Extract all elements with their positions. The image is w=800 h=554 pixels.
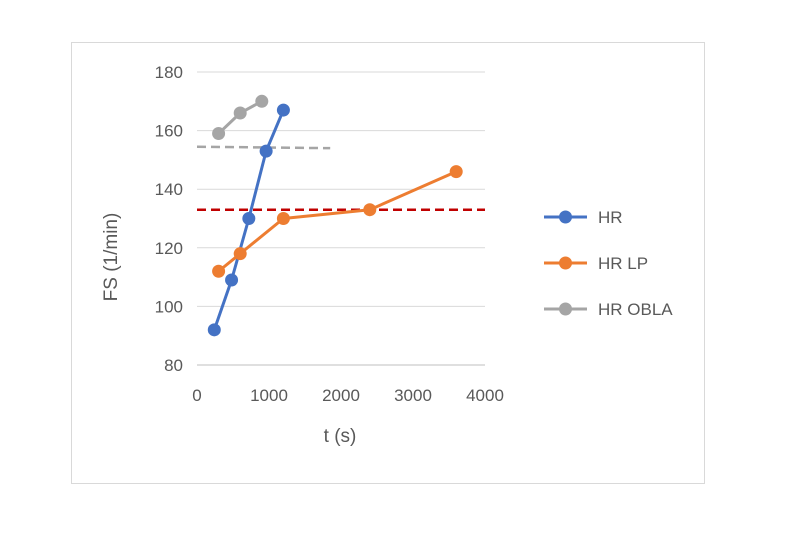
y-axis-ticks: 80 100 120 140 160 180 <box>155 63 183 375</box>
data-point <box>233 106 247 120</box>
x-tick-label: 2000 <box>322 386 360 405</box>
legend-label: HR OBLA <box>598 300 673 319</box>
x-tick-label: 0 <box>192 386 201 405</box>
x-tick-label: 4000 <box>466 386 504 405</box>
legend-item: HR LP <box>544 254 648 273</box>
gridlines <box>197 71 485 366</box>
data-point <box>225 273 239 287</box>
chart-frame <box>71 42 705 484</box>
data-point <box>363 203 377 217</box>
legend-marker <box>559 302 572 316</box>
data-point <box>255 94 269 108</box>
reference-lines <box>196 145 485 211</box>
x-axis-ticks: 0 1000 2000 3000 4000 <box>192 386 504 405</box>
data-point <box>212 127 226 141</box>
x-tick-label: 1000 <box>250 386 288 405</box>
series <box>207 103 290 337</box>
series <box>212 165 463 278</box>
y-tick-label: 120 <box>155 239 183 258</box>
data-point <box>242 212 256 225</box>
y-axis-title: FS (1/min) <box>101 213 122 302</box>
legend-label: HR LP <box>598 254 648 273</box>
y-tick-label: 180 <box>155 63 183 82</box>
y-tick-label: 100 <box>155 297 183 316</box>
legend: HR HR LP HR OBLA <box>544 208 673 319</box>
x-tick-label: 3000 <box>394 386 432 405</box>
legend-item: HR <box>544 208 623 227</box>
data-point <box>276 212 290 225</box>
reference-line <box>196 145 331 150</box>
y-tick-label: 140 <box>155 180 183 199</box>
data-point <box>207 323 221 337</box>
y-tick-label: 160 <box>155 122 183 141</box>
data-point <box>233 247 247 261</box>
data-point <box>449 165 463 179</box>
data-point <box>212 264 226 278</box>
legend-label: HR <box>598 208 623 227</box>
series <box>212 94 269 141</box>
y-tick-label: 80 <box>164 356 183 375</box>
legend-marker <box>559 210 572 224</box>
data-point <box>276 103 290 117</box>
series-group <box>207 94 463 337</box>
x-axis-title: t (s) <box>324 426 357 447</box>
legend-marker <box>559 256 572 270</box>
data-point <box>259 144 273 158</box>
legend-item: HR OBLA <box>544 300 673 319</box>
